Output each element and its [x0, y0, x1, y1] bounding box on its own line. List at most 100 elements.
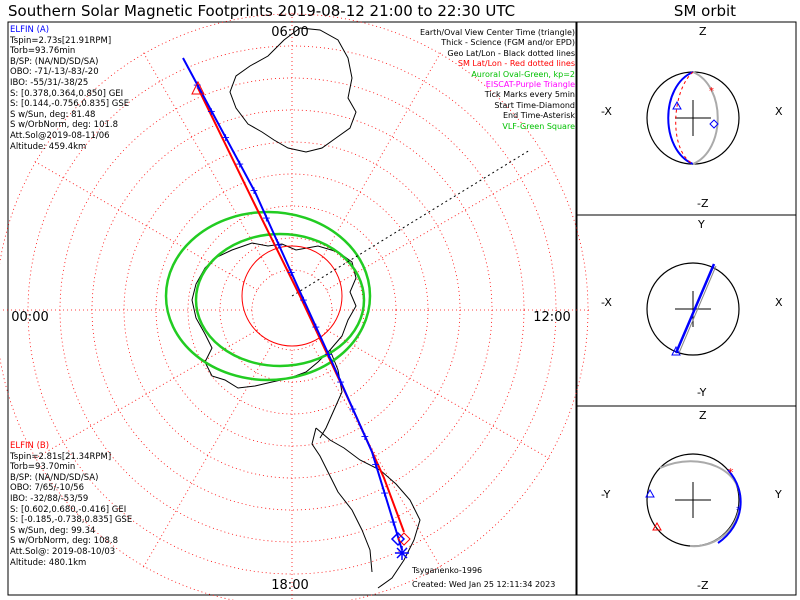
sm-orbit-panel-yz: * * Z -Z -Y Y	[601, 409, 782, 592]
track-tick: +	[235, 158, 244, 171]
model-credit: Tsyganenko-1996	[412, 566, 483, 575]
mlt-label-top: 06:00	[271, 25, 308, 40]
elfin-a-info: ELFIN (A) Tspin=2.73s[21.91RPM] Torb=93.…	[10, 25, 129, 152]
info-line: Att.Sol@: 2019-08-10/03	[10, 546, 116, 557]
info-line: S w/OrbNorm, deg: 101.8	[10, 120, 119, 131]
grid-spoke	[311, 344, 443, 571]
info-line: Tspin=2.81s[21.34RPM]	[10, 451, 112, 462]
axis-bottom: -Y	[697, 386, 707, 399]
grid-spoke	[31, 329, 258, 461]
track-tick: +	[286, 266, 295, 279]
track-tick: +	[360, 430, 369, 443]
axis-top: Y	[697, 218, 705, 231]
info-line: Torb=93.76min	[10, 46, 76, 57]
orbit-asterisk-b: *	[709, 86, 714, 97]
elfin-b-track	[197, 87, 405, 533]
info-line: Torb=93.70min	[10, 462, 76, 473]
info-line: S: [0.144,-0.756,0.835] GSE	[10, 99, 130, 110]
legend-entry: Auroral Oval-Green, kp=2	[471, 69, 575, 79]
orbit-triangle-a	[672, 100, 682, 110]
coastlines	[191, 27, 421, 589]
legend-entry: SM Lat/Lon - Red dotted lines	[457, 59, 575, 69]
legend-entry: Start Time-Diamond	[494, 100, 575, 110]
axis-bottom: -Z	[697, 197, 709, 210]
sm-orbit-panel-xy: Y -Y -X X	[601, 218, 783, 399]
elfin-b-start-diamond	[397, 532, 411, 546]
orbit-asterisk-b: *	[728, 466, 734, 479]
track-tick: +	[249, 184, 258, 197]
info-line: S w/OrbNorm, deg: 108.8	[10, 536, 119, 547]
grid-circle	[123, 141, 461, 479]
view-center-line	[291, 149, 531, 297]
sm-orbit-panel-xz: * Z -Z -X X	[601, 25, 783, 210]
elfin-a-orbit-xz	[667, 71, 694, 165]
earth-circle	[646, 262, 740, 356]
track-tick: +	[389, 515, 398, 528]
axis-left: -X	[601, 296, 612, 309]
info-line: OBO: -71/-13/-83/-20	[10, 67, 99, 78]
track-tick: +	[311, 321, 320, 334]
map-grid	[0, 10, 592, 600]
grid-spoke	[141, 49, 273, 276]
axis-right: X	[775, 105, 783, 118]
elfin-b-orbit-xy	[678, 265, 717, 354]
legend-entry: End Time-Asterisk	[502, 111, 575, 121]
info-line: Altitude: 459.4km	[10, 141, 87, 152]
axis-top: Z	[699, 409, 707, 422]
legend-entry: VLF-Green Square	[502, 121, 575, 131]
elfin-b-info: ELFIN (B) Tspin=2.81s[21.34RPM] Torb=93.…	[10, 441, 132, 568]
info-line: Altitude: 480.1km	[10, 557, 87, 568]
track-tick: +	[193, 78, 202, 91]
grid-spoke	[31, 159, 258, 291]
axis-left: -X	[601, 105, 612, 118]
info-line: IBO: -55/31/-38/25	[10, 77, 89, 88]
elfin-b-orbit-xz-dashed	[675, 71, 694, 165]
elfin-a-track	[182, 57, 403, 551]
auroral-oval-outer	[164, 210, 372, 382]
mlt-label-left: 00:00	[11, 310, 48, 325]
elfin-b-orbit-xz	[692, 71, 719, 165]
track-tick: +	[207, 105, 216, 118]
grid-spoke	[326, 159, 553, 291]
info-line: S w/Sun, deg: 81.48	[10, 109, 96, 120]
antarctica-coastline	[191, 242, 357, 389]
polar-map: + + + + + + + + + + + + + + + + + 06:00 00:00 12:00 18:0…	[0, 10, 592, 600]
chart-title: Southern Solar Magnetic Footprints 2019-…	[8, 2, 516, 20]
legend-entry: Tick Marks every 5min	[484, 90, 575, 100]
axis-bottom: -Z	[697, 579, 709, 592]
grid-spoke	[326, 329, 553, 461]
australia-coastline	[229, 27, 357, 153]
info-line: S: [-0.185,-0.738,0.835] GSE	[10, 515, 133, 526]
grid-circle	[219, 237, 365, 383]
orbit-asterisk-a: *	[736, 504, 742, 517]
elfin-a-start-diamond	[390, 531, 406, 547]
info-line: S: [0.602,0.680,-0.416] GEI	[10, 504, 127, 515]
grid-spoke	[311, 49, 443, 276]
track-tick: +	[262, 211, 271, 224]
info-line: IBO: -32/88/-53/59	[10, 493, 89, 504]
map-legend: Earth/Oval View Center Time (triangle) T…	[365, 28, 575, 132]
track-tick: +	[299, 293, 308, 306]
legend-entry: Geo Lat/Lon - Black dotted lines	[447, 48, 575, 58]
axis-right: X	[775, 296, 783, 309]
south-america-coastline	[315, 427, 421, 589]
axis-left: -Y	[601, 488, 611, 501]
track-tick: +	[380, 487, 389, 500]
track-tick: +	[324, 348, 333, 361]
track-tick: +	[336, 375, 345, 388]
sm-pole-circle	[241, 245, 343, 347]
info-line: S w/Sun, deg: 99.34	[10, 525, 96, 536]
track-tick: +	[348, 403, 357, 416]
orbit-triangle-a	[645, 488, 655, 498]
mlt-label-bottom: 18:00	[271, 578, 308, 593]
axis-right: Y	[774, 488, 782, 501]
info-line: Tspin=2.73s[21.91RPM]	[10, 35, 112, 46]
axis-top: Z	[699, 25, 707, 38]
info-line: S: [0.378,0.364,0.850] GEI	[10, 88, 124, 99]
orbit-triangle-a	[671, 345, 681, 356]
orbit-diamond-a	[709, 119, 719, 129]
info-line: Att.Sol@2019-08-11/06	[10, 130, 110, 141]
orbit-triangle-b	[652, 521, 662, 531]
legend-entry: EISCAT-Purple Triangle	[485, 79, 575, 89]
